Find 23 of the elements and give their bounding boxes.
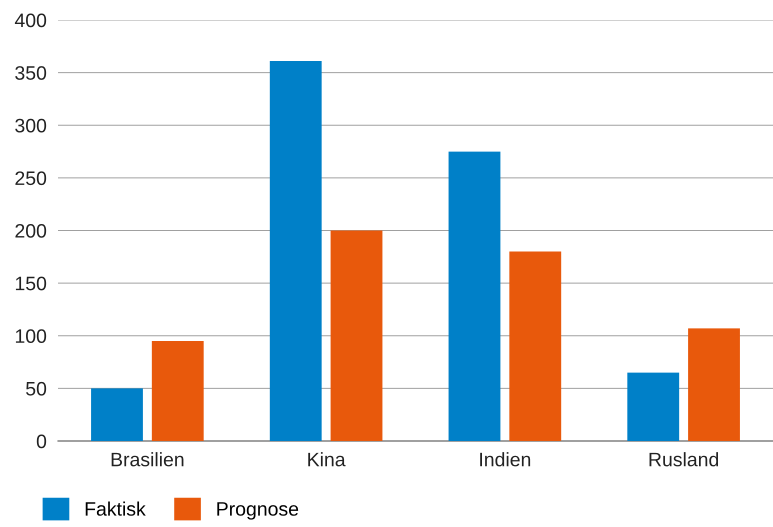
legend-label: Faktisk [86,502,146,516]
bar [688,328,740,441]
bar [448,152,500,441]
x-tick-label: Kina [308,452,346,466]
y-tick-label: 350 [15,66,46,80]
x-tick-label: Rusland [650,452,718,466]
bar [152,341,204,441]
y-tick-label: 400 [14,13,46,28]
y-tick-label: 0 [36,434,46,448]
bar [330,230,382,441]
y-tick-label: 50 [26,382,46,396]
bar [627,372,680,441]
y-tick-label: 300 [15,118,46,132]
x-tick-label: Indien [480,452,530,466]
bar [509,252,562,441]
y-tick-label: 250 [15,171,46,186]
bar [270,61,322,441]
bar [91,388,143,441]
legend-label: Prognose [217,502,298,520]
y-tick-label: 100 [16,329,46,343]
x-tick-label: Brasilien [112,452,184,466]
y-tick-label: 150 [16,276,46,290]
y-tick-label: 200 [15,224,46,238]
